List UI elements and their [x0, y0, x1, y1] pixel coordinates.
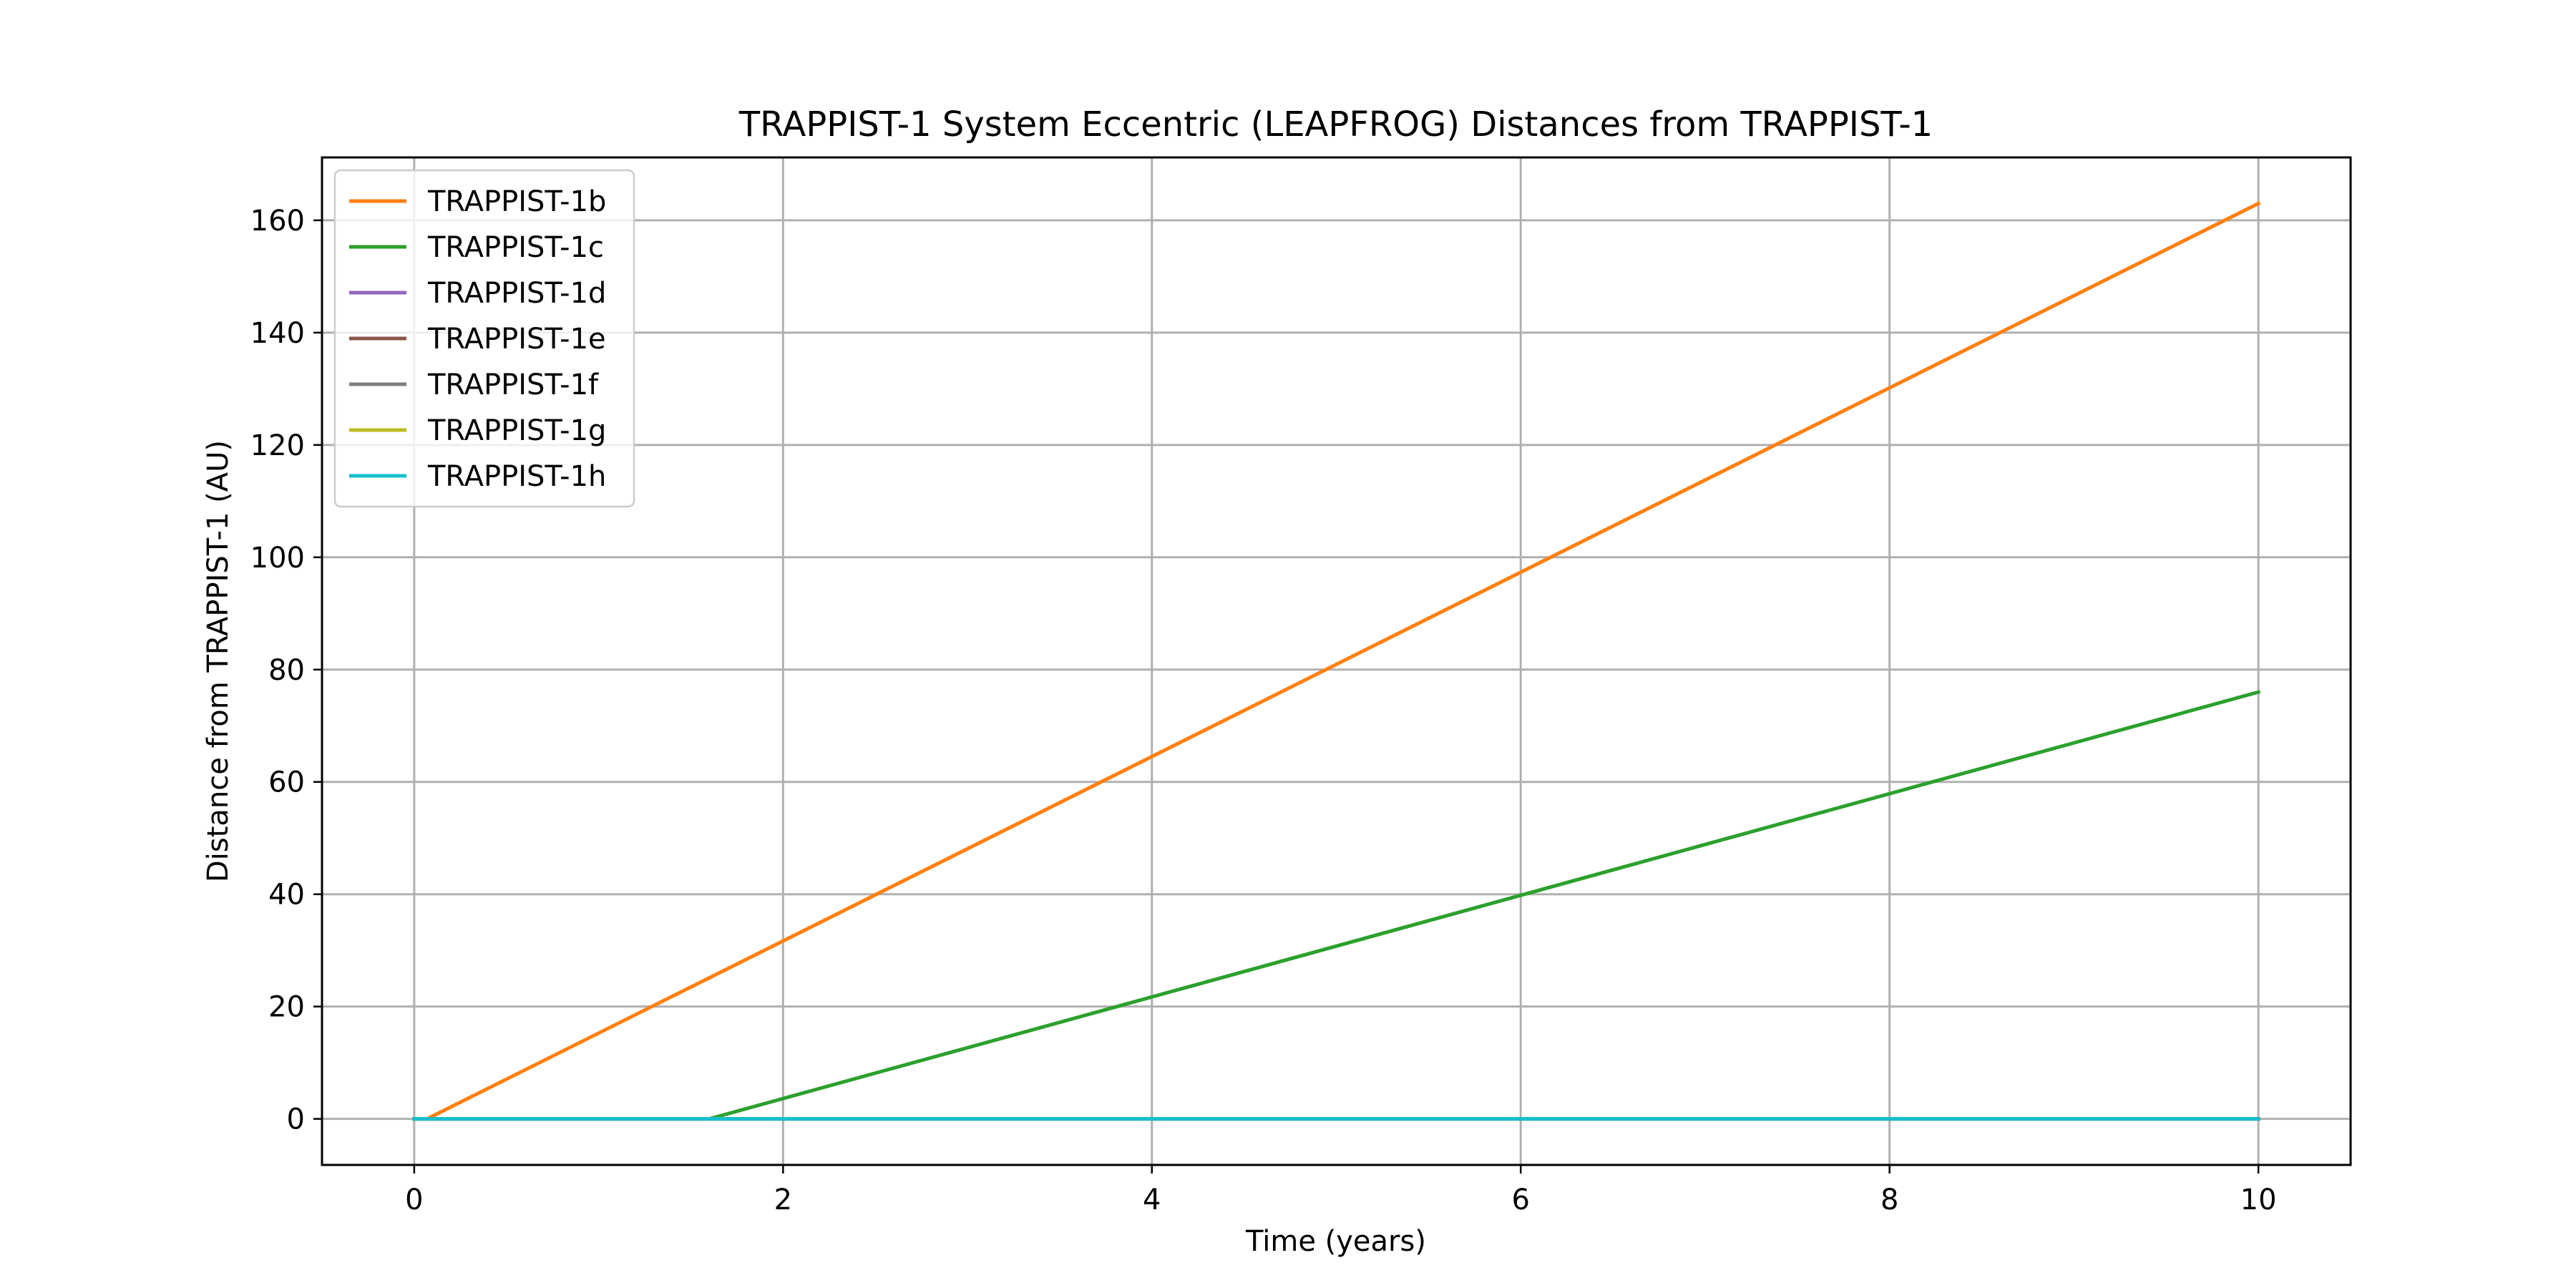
x-tick-label: 0 — [405, 1184, 423, 1216]
y-tick-label: 40 — [268, 879, 305, 912]
x-tick-label: 8 — [1880, 1184, 1898, 1216]
x-tick-label: 2 — [774, 1184, 792, 1216]
x-tick-label: 4 — [1143, 1184, 1161, 1216]
y-tick-label: 20 — [268, 991, 305, 1024]
legend: TRAPPIST-1b TRAPPIST-1c TRAPPIST-1d TRAPPIS… — [333, 169, 635, 508]
plot-frame — [321, 156, 2352, 1166]
legend-label: TRAPPIST-1h — [427, 460, 606, 493]
y-tick-label: 140 — [250, 317, 305, 350]
legend-label: TRAPPIST-1c — [427, 231, 604, 264]
y-tick-label: 0 — [287, 1103, 305, 1136]
legend-label: TRAPPIST-1d — [427, 277, 606, 310]
y-tick-label: 160 — [250, 205, 305, 238]
legend-label: TRAPPIST-1f — [427, 369, 599, 401]
y-tick-label: 120 — [250, 429, 305, 462]
x-tick-label: 10 — [2240, 1184, 2277, 1216]
x-tick-label: 6 — [1512, 1184, 1530, 1216]
legend-label: TRAPPIST-1g — [427, 414, 606, 447]
legend-box — [333, 169, 635, 508]
y-tick-label: 100 — [250, 542, 305, 575]
legend-label: TRAPPIST-1e — [427, 323, 606, 356]
series-lines — [412, 201, 2261, 1121]
y-axis-label: Distance from TRAPPIST-1 (AU) — [202, 440, 235, 882]
grid — [322, 157, 2351, 1165]
x-axis-label: Time (years) — [1245, 1225, 1426, 1258]
legend-label: TRAPPIST-1b — [427, 185, 606, 218]
y-tick-label: 60 — [268, 766, 305, 799]
y-tick-label: 80 — [268, 654, 305, 687]
chart-title: TRAPPIST-1 System Eccentric (LEAPFROG) D… — [738, 104, 1933, 145]
